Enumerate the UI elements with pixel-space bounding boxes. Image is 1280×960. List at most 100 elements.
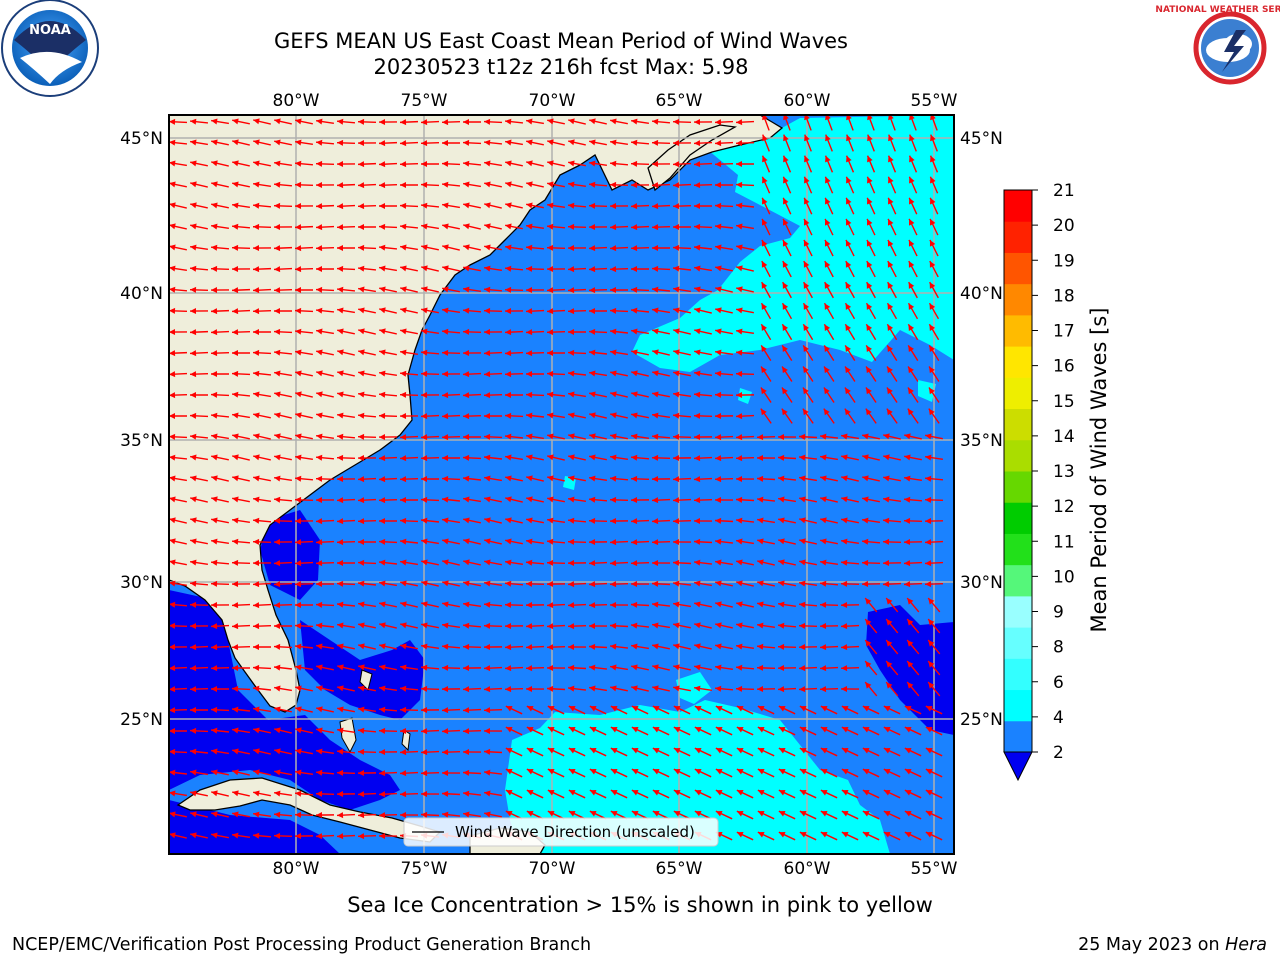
wave-direction-arrowhead	[568, 811, 576, 817]
wave-direction-arrowhead	[631, 560, 638, 567]
wave-direction-arrowhead	[736, 601, 743, 608]
wave-direction-arrowhead	[253, 602, 260, 609]
wave-direction-arrowhead	[803, 345, 809, 353]
wave-direction-arrowhead	[929, 261, 936, 268]
wave-direction-arrowhead	[610, 370, 617, 377]
wave-direction-arrowhead	[295, 685, 302, 692]
wave-direction-arrowhead	[358, 349, 365, 356]
wave-direction-arrowhead	[253, 433, 260, 440]
wave-direction-arrowhead	[845, 239, 852, 247]
wave-direction-arrowhead	[568, 181, 575, 188]
wave-direction-arrowhead	[886, 598, 893, 605]
wave-direction-arrowhead	[316, 748, 323, 755]
wave-direction-arrowhead	[379, 601, 386, 608]
wave-direction-arrowhead	[505, 686, 512, 693]
wave-direction-arrowhead	[463, 622, 470, 629]
wave-direction-arrowhead	[652, 224, 659, 231]
wave-direction-arrowhead	[883, 475, 890, 482]
colorbar-tick-label: 10	[1053, 567, 1075, 587]
wave-direction-arrowhead	[484, 496, 491, 503]
wave-direction-arrowhead	[190, 308, 197, 315]
wave-direction-arrowhead	[232, 287, 239, 294]
wave-direction-arrowhead	[190, 286, 197, 293]
credit-text: NCEP/EMC/Verification Post Processing Pr…	[12, 935, 591, 955]
wave-direction-arrowhead	[421, 223, 428, 230]
wave-direction-arrowhead	[799, 454, 806, 461]
wave-direction-arrowhead	[778, 665, 785, 672]
wave-direction-arrowhead	[295, 370, 302, 377]
wave-direction-arrowhead	[211, 412, 218, 419]
wave-direction-arrowhead	[820, 559, 827, 566]
wave-direction-arrowhead	[358, 812, 365, 819]
wave-direction-arrowhead	[862, 433, 869, 440]
colorbar-tick-label: 12	[1053, 497, 1075, 517]
wave-direction-arrowhead	[673, 349, 680, 356]
wave-direction-arrowhead	[295, 622, 302, 629]
wave-direction-arrowhead	[761, 303, 768, 310]
wave-direction-arrowhead	[568, 160, 575, 167]
wave-direction-arrowhead	[715, 307, 722, 314]
axis-tick-labels: 80°W 80°W 75°W 75°W 70°W 70°W 65°W 65°W 60°W 60°W…	[120, 91, 1003, 879]
wave-direction-arrowhead	[883, 517, 890, 524]
wave-direction-arrowhead	[421, 202, 428, 209]
wave-direction-arrowhead	[274, 349, 281, 356]
wave-direction-arrowhead	[673, 622, 680, 629]
wave-direction-arrowhead	[589, 328, 596, 335]
wave-direction-arrowhead	[295, 643, 302, 650]
wave-direction-arrowhead	[715, 790, 723, 796]
wave-direction-arrowhead	[866, 324, 873, 331]
wave-direction-arrowhead	[715, 727, 723, 733]
wave-direction-arrowhead	[379, 476, 386, 483]
wave-direction-arrowhead	[883, 769, 891, 775]
wave-direction-arrowhead	[379, 812, 386, 819]
wave-direction-arrowhead	[190, 454, 197, 461]
wave-direction-arrowhead	[526, 391, 533, 398]
colorbar-segment	[1004, 314, 1032, 347]
wave-direction-arrowhead	[694, 412, 701, 419]
wave-direction-arrowhead	[442, 454, 449, 461]
wave-direction-arrowhead	[694, 538, 701, 545]
wave-direction-arrowhead	[736, 286, 743, 293]
wave-direction-arrowhead	[211, 454, 218, 461]
colorbar-tick-label: 8	[1053, 638, 1064, 658]
wave-direction-arrowhead	[778, 622, 785, 629]
wave-direction-arrowhead	[190, 329, 197, 336]
wave-direction-arrowhead	[526, 223, 533, 230]
wave-direction-arrowhead	[862, 706, 870, 712]
wave-direction-arrowhead	[631, 622, 638, 629]
wave-direction-arrowhead	[568, 517, 575, 524]
wave-direction-arrowhead	[526, 517, 533, 524]
wave-direction-arrowhead	[169, 329, 176, 336]
wave-direction-arrowhead	[904, 748, 912, 754]
wave-direction-arrowhead	[887, 303, 894, 310]
wave-direction-arrowhead	[211, 685, 218, 692]
wave-direction-arrowhead	[211, 623, 218, 630]
colorbar-tick-label: 16	[1053, 357, 1075, 377]
wave-direction-arrowhead	[253, 581, 260, 588]
wave-direction-arrowhead	[337, 497, 344, 504]
wave-direction-arrowhead	[316, 580, 323, 587]
wave-direction-arrowhead	[804, 134, 810, 142]
wave-direction-arrowhead	[631, 811, 639, 817]
wave-direction-arrowhead	[211, 223, 218, 230]
wave-direction-arrowhead	[715, 349, 722, 356]
wave-direction-arrowhead	[316, 454, 323, 461]
wave-direction-arrowhead	[841, 602, 848, 609]
wave-direction-arrowhead	[799, 748, 807, 754]
wave-direction-arrowhead	[804, 197, 810, 205]
wave-direction-arrowhead	[463, 433, 470, 440]
wave-direction-arrowhead	[568, 706, 576, 712]
wave-direction-arrowhead	[463, 475, 470, 482]
wave-direction-arrowhead	[908, 218, 915, 226]
wave-direction-arrowhead	[631, 454, 638, 461]
wave-direction-arrowhead	[442, 707, 449, 714]
wave-direction-arrowhead	[379, 832, 386, 839]
wave-direction-arrowhead	[804, 155, 810, 163]
wave-direction-arrowhead	[505, 748, 513, 754]
wave-direction-arrowhead	[253, 790, 260, 797]
wave-direction-arrowhead	[652, 203, 659, 210]
wave-direction-arrowhead	[547, 287, 554, 294]
wave-direction-arrowhead	[865, 619, 872, 626]
wave-direction-arrowhead	[526, 370, 533, 377]
wave-direction-arrowhead	[715, 496, 722, 503]
